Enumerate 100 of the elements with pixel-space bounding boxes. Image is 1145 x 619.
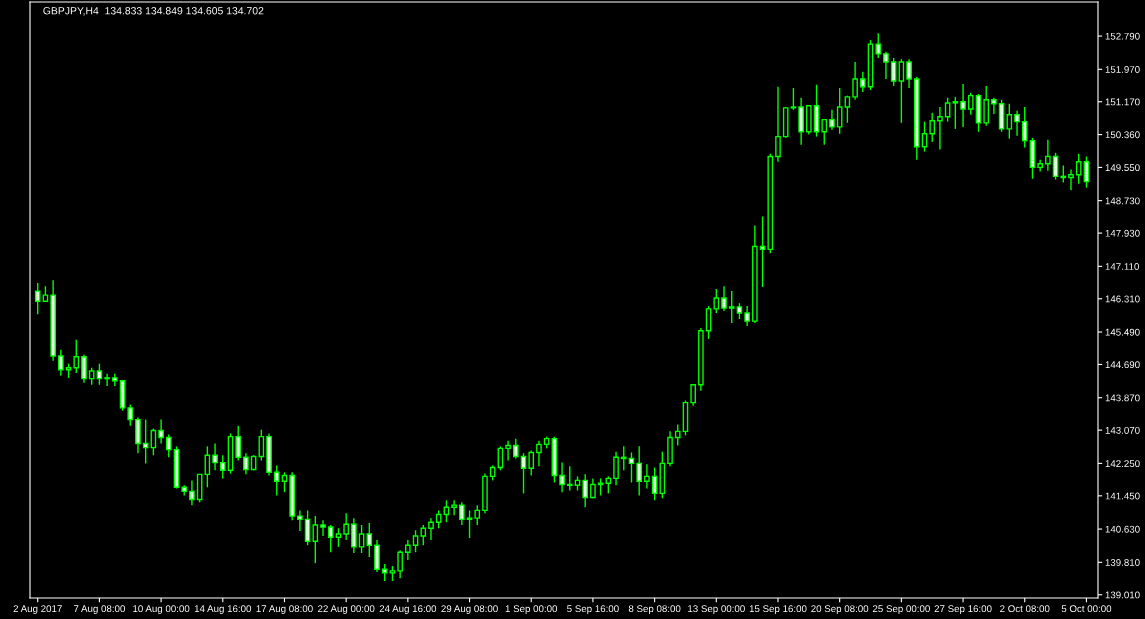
candlestick	[674, 423, 681, 447]
candlestick	[967, 92, 974, 116]
candlestick	[713, 288, 720, 314]
candlestick	[836, 87, 843, 135]
candlestick	[829, 109, 835, 131]
candlestick	[759, 215, 766, 288]
candlestick	[135, 416, 141, 454]
x-tick-label: 8 Sep 08:00	[628, 605, 681, 615]
candlestick	[466, 509, 473, 539]
candlestick	[273, 464, 280, 497]
candlestick	[1006, 103, 1013, 140]
candlestick	[528, 449, 535, 477]
candlestick	[428, 517, 434, 541]
y-tick-label: 147.110	[1105, 263, 1139, 270]
candlestick	[397, 549, 403, 579]
y-tick-label: 149.550	[1105, 164, 1140, 172]
x-tick-label: 2 Oct 08:00	[1000, 605, 1050, 613]
x-tick-label: 15 Sep 16:00	[749, 605, 807, 615]
candlestick	[297, 509, 303, 532]
candlestick	[358, 524, 365, 554]
candlestick	[582, 473, 589, 508]
candlestick	[744, 305, 750, 327]
x-tick-label: 25 Sep 00:00	[872, 605, 930, 615]
candlestick	[628, 451, 635, 484]
y-tick-label: 143.870	[1105, 394, 1140, 402]
candlestick	[566, 465, 573, 492]
y-tick-label: 151.170	[1105, 98, 1140, 106]
y-tick-label: 144.690	[1105, 361, 1140, 369]
candlestick	[952, 96, 959, 130]
candlestick	[96, 362, 103, 386]
candlestick	[721, 285, 727, 312]
y-tick-label: 145.490	[1105, 328, 1140, 336]
candlestick	[158, 418, 164, 445]
candlestick	[1021, 106, 1028, 149]
candlestick	[775, 86, 781, 163]
candlestick	[875, 32, 882, 59]
candlestick	[883, 51, 889, 80]
candlestick	[852, 61, 858, 101]
candlestick	[505, 439, 511, 462]
x-tick-label: 5 Oct 00:00	[1061, 605, 1112, 613]
candlestick	[705, 305, 712, 340]
candlestick	[844, 94, 851, 124]
x-tick-label: 2 Aug 2017	[13, 605, 62, 615]
candlestick	[212, 442, 218, 471]
x-tick-label: 1 Sep 00:00	[505, 605, 558, 615]
x-tick-label: 5 Sep 16:00	[567, 605, 619, 615]
candlestick	[890, 57, 897, 87]
candlestick	[58, 349, 64, 377]
x-tick-label: 27 Sep 16:00	[934, 605, 992, 615]
candlestick	[906, 58, 912, 89]
candlestick	[327, 524, 334, 553]
y-tick-label: 152.790	[1105, 32, 1140, 40]
candlestick	[898, 58, 905, 124]
candlestick	[343, 512, 349, 541]
candlestick	[189, 479, 195, 506]
candlestick	[405, 539, 411, 561]
y-tick-label: 148.730	[1105, 197, 1140, 205]
candlestick	[636, 445, 642, 497]
candlestick	[366, 522, 373, 558]
candlestick	[235, 424, 242, 462]
candlestick	[821, 118, 828, 146]
y-tick-label: 150.360	[1105, 131, 1140, 139]
y-tick-label: 143.070	[1105, 426, 1140, 434]
candlestick	[520, 452, 527, 495]
candlestick	[937, 106, 943, 151]
candlestick	[73, 339, 80, 374]
candlestick	[1045, 139, 1051, 172]
candlestick	[112, 373, 118, 387]
x-tick-label: 17 Aug 08:00	[256, 605, 313, 615]
candlestick	[536, 439, 542, 467]
x-tick-label: 7 Aug 08:00	[73, 605, 125, 615]
candlestick	[474, 504, 481, 526]
y-tick-label: 146.310	[1105, 295, 1140, 303]
candlestick	[412, 529, 419, 553]
candlestick	[165, 433, 172, 459]
candlestick	[219, 454, 226, 480]
candlestick	[34, 282, 41, 315]
y-tick-label: 139.810	[1105, 559, 1140, 566]
x-tick-label: 29 Aug 08:00	[441, 605, 498, 615]
candlestick	[859, 71, 866, 93]
x-tick-label: 10 Aug 00:00	[133, 605, 190, 615]
x-tick-label: 13 Sep 00:00	[688, 605, 745, 615]
y-tick-label: 147.930	[1105, 229, 1140, 237]
candlestick	[243, 452, 249, 476]
candlestick	[351, 517, 357, 554]
candlestick	[613, 450, 619, 486]
candlestick	[459, 501, 465, 526]
candlestick	[1014, 109, 1020, 137]
candlestick	[374, 539, 380, 573]
candlestick	[983, 85, 990, 127]
y-tick-label: 139.010	[1105, 591, 1140, 599]
x-tick-label: 20 Sep 08:00	[811, 605, 869, 615]
candlestick	[312, 515, 319, 564]
x-tick-label: 24 Aug 16:00	[379, 605, 437, 615]
candlestick	[335, 527, 342, 548]
y-tick-label: 151.970	[1105, 66, 1140, 73]
candlestick	[929, 111, 936, 143]
candlestick	[104, 373, 110, 387]
candlestick	[420, 524, 427, 546]
x-tick-label: 22 Aug 00:00	[318, 605, 375, 615]
